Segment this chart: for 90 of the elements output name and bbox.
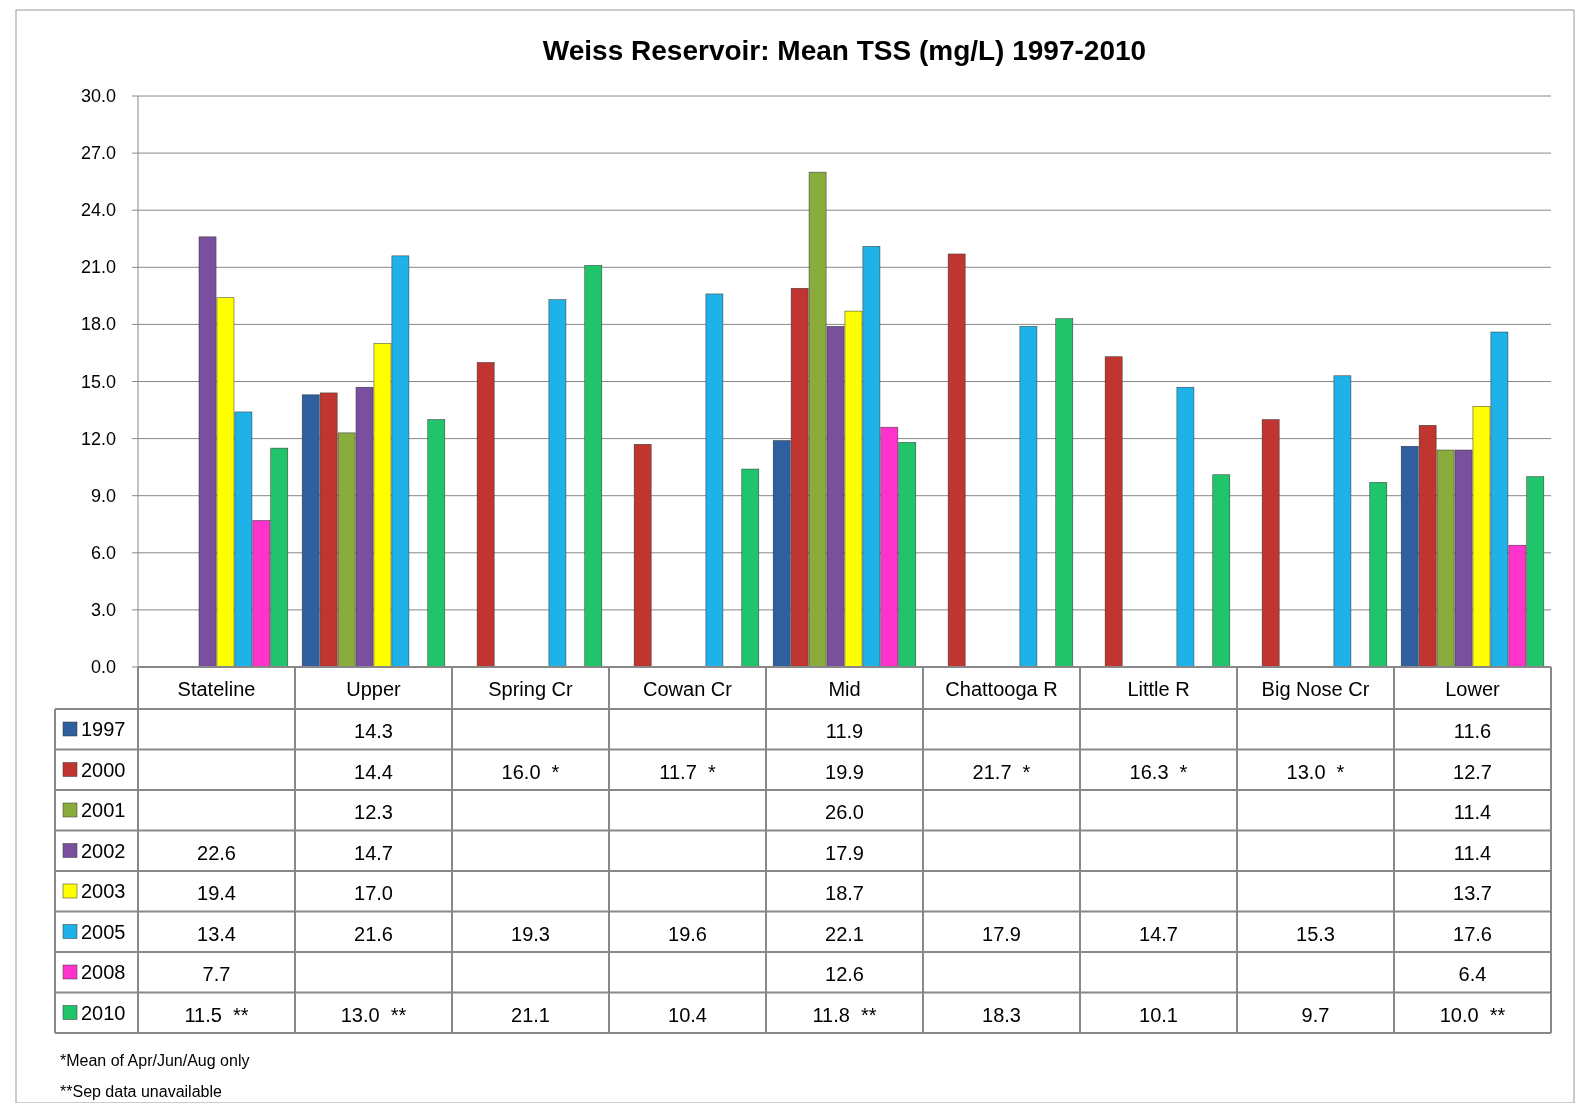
data-label: 19.9	[825, 760, 864, 783]
legend-label: 2000	[81, 758, 126, 781]
bar	[1261, 419, 1280, 668]
data-label: 21.6	[354, 922, 393, 945]
x-tick-label: Spring Cr	[488, 678, 574, 700]
data-label: 11.9	[825, 720, 864, 742]
y-tick-label: 30.0	[80, 86, 116, 106]
y-tick-label: 9.0	[90, 485, 116, 506]
data-label: 12.3	[354, 801, 393, 823]
legend-label: 2005	[81, 920, 126, 943]
data-label: 14.7	[354, 841, 393, 864]
data-label: 17.9	[825, 841, 864, 864]
data-label: 13.0 **	[340, 1003, 407, 1026]
bar	[705, 293, 724, 668]
data-label: 10.1	[1139, 1003, 1178, 1026]
x-tick-label: Cowan Cr	[643, 678, 733, 700]
bar	[548, 299, 567, 668]
data-label: 26.0	[825, 801, 864, 823]
legend-label: 2010	[81, 1001, 126, 1024]
data-label: 21.1	[511, 1003, 550, 1026]
bar	[1176, 386, 1195, 668]
bar	[1104, 356, 1123, 668]
bar	[1333, 375, 1352, 668]
data-label: 13.4	[197, 922, 236, 945]
bar	[947, 253, 966, 668]
text: **Sep data unavailable	[60, 1083, 223, 1100]
y-tick-label: 27.0	[80, 143, 116, 164]
y-tick-label: 0.0	[90, 657, 116, 677]
bar	[741, 468, 760, 668]
data-label: 14.7	[1139, 922, 1178, 945]
data-label: 10.0 **	[1439, 1003, 1506, 1026]
data-label: 16.3 *	[1129, 760, 1188, 783]
y-tick-label: 21.0	[80, 257, 116, 278]
data-label: 14.3	[354, 720, 393, 742]
data-label: 11.4	[1453, 801, 1492, 823]
y-tick-label: 3.0	[90, 599, 116, 620]
bar	[1019, 326, 1038, 668]
y-tick-label: 6.0	[90, 542, 116, 563]
y-tick-label: 15.0	[80, 371, 116, 392]
data-label: 18.7	[825, 882, 864, 904]
legend-label: 2001	[81, 799, 126, 821]
x-tick-label: Big Nose Cr	[1261, 678, 1370, 700]
data-label: 12.6	[825, 963, 864, 985]
data-label: 19.4	[197, 882, 236, 904]
y-tick-label: 18.0	[80, 314, 116, 335]
x-tick-label: Stateline	[177, 678, 256, 700]
bar	[1055, 318, 1074, 668]
data-label: 22.1	[825, 922, 864, 945]
bar	[633, 444, 652, 668]
bar	[476, 362, 495, 668]
legend-label: 2003	[81, 880, 126, 902]
data-label: 10.4	[668, 1003, 707, 1026]
data-label: 6.4	[1458, 963, 1487, 985]
data-label: 18.3	[982, 1003, 1021, 1026]
data-label: 17.0	[354, 882, 393, 904]
data-label: 11.4	[1453, 841, 1492, 864]
y-tick-label: 12.0	[80, 428, 116, 449]
legend-label: 1997	[81, 718, 126, 740]
chart-title: Weiss Reservoir: Mean TSS (mg/L) 1997-2010	[542, 35, 1147, 66]
data-label: 7.7	[202, 963, 231, 985]
data-label: 19.3	[511, 922, 550, 945]
data-label: 17.9	[982, 922, 1021, 945]
x-tick-label: Chattooga R	[945, 678, 1058, 700]
bar	[584, 265, 603, 668]
data-label: 17.6	[1453, 922, 1492, 945]
x-tick-label: Little R	[1127, 678, 1190, 700]
bar	[427, 419, 446, 668]
data-label: 15.3	[1296, 922, 1335, 945]
data-label: 19.6	[668, 922, 707, 945]
data-label: 12.7	[1453, 760, 1492, 783]
data-label: 9.7	[1301, 1003, 1330, 1026]
data-label: 11.8 **	[812, 1003, 877, 1026]
data-label: 11.6	[1453, 720, 1492, 742]
data-label: 11.7 *	[659, 760, 716, 783]
data-label: 22.6	[197, 841, 236, 864]
legend-label: 2008	[81, 961, 126, 983]
legend-label: 2002	[81, 839, 126, 862]
data-label: 14.4	[354, 760, 393, 783]
text: *Mean of Apr/Jun/Aug only	[60, 1052, 250, 1069]
data-label: 11.5 **	[184, 1003, 249, 1026]
bar	[1369, 482, 1388, 668]
data-label: 13.0 *	[1286, 760, 1345, 783]
y-tick-label: 24.0	[80, 200, 116, 221]
x-tick-label: Lower	[1445, 678, 1501, 700]
x-tick-label: Mid	[828, 678, 861, 700]
bar	[1212, 474, 1231, 668]
data-label: 16.0 *	[501, 760, 560, 783]
data-label: 13.7	[1453, 882, 1492, 904]
x-tick-label: Upper	[346, 678, 402, 700]
data-label: 21.7 *	[972, 760, 1031, 783]
